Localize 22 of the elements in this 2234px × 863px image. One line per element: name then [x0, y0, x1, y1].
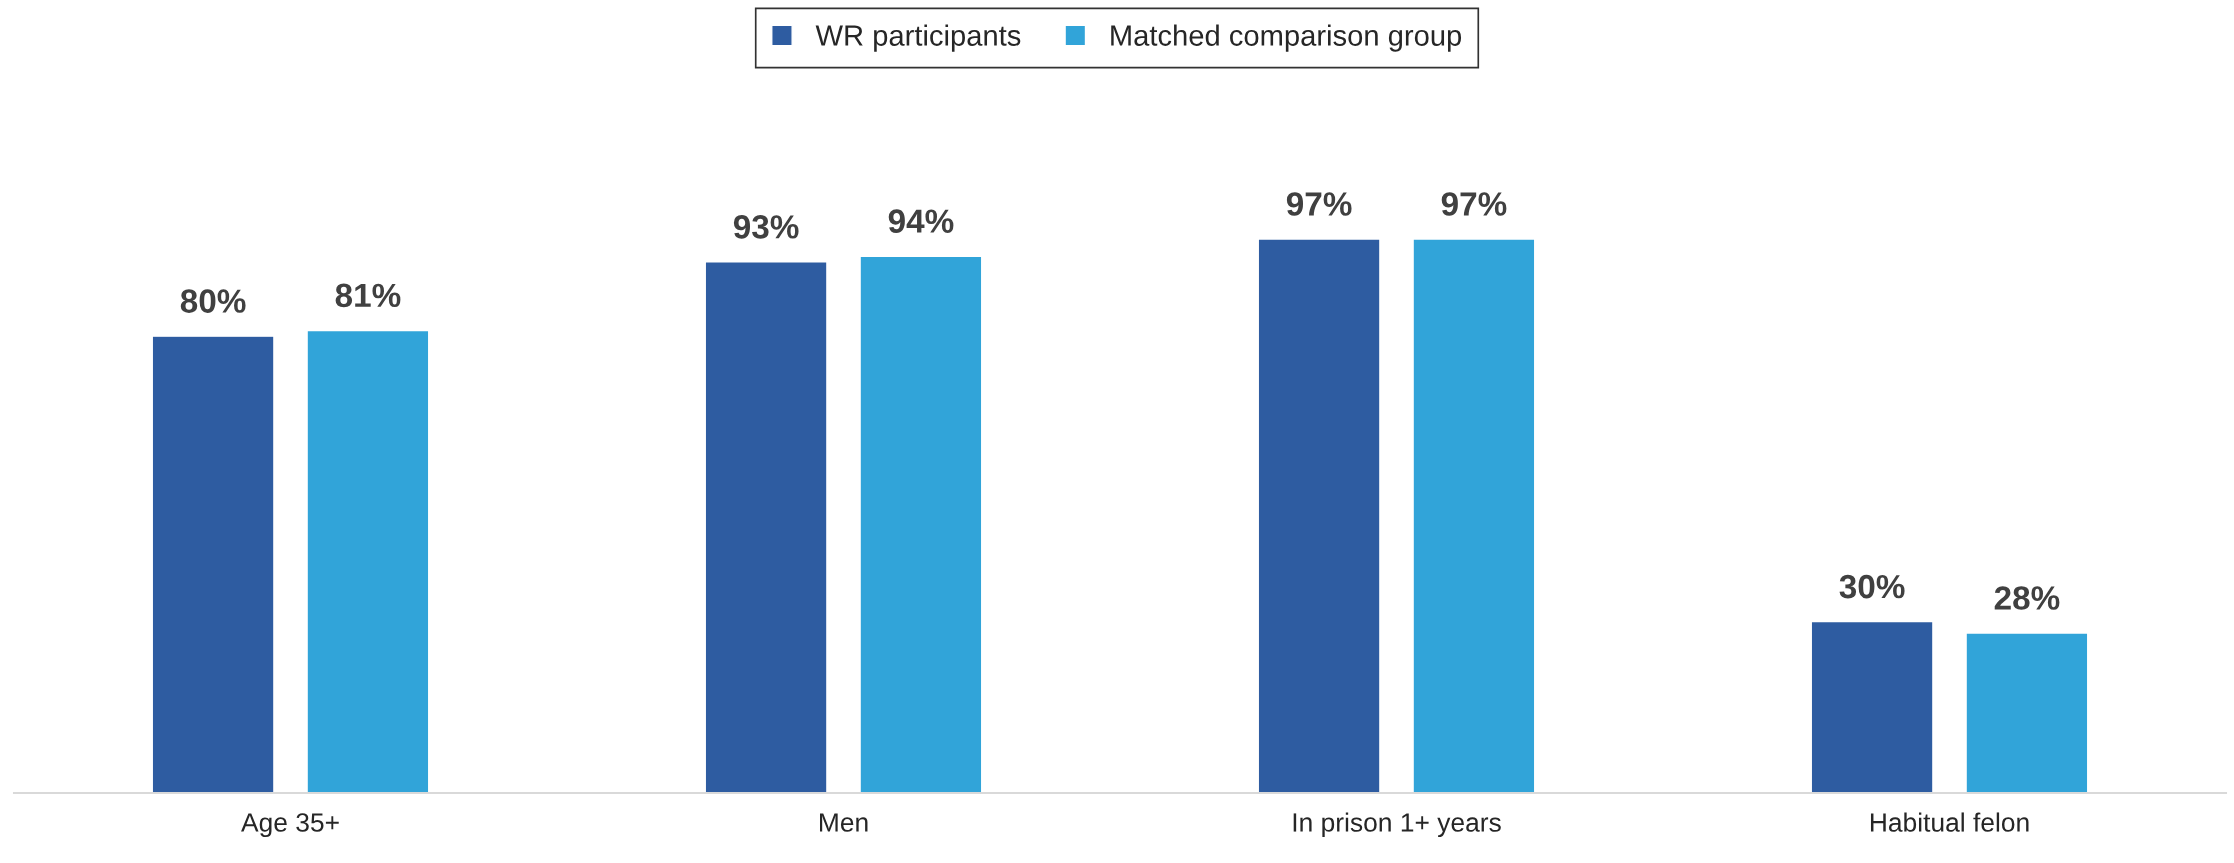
bar [859, 255, 983, 793]
x-tick-label: In prison 1+ years [1293, 812, 1501, 838]
bar [306, 329, 430, 793]
data-label: 93% [733, 215, 799, 239]
data-label: 80% [180, 289, 246, 313]
bar [704, 261, 828, 793]
x-tick-label: Age 35+ [241, 813, 339, 838]
data-label: 81% [335, 283, 401, 308]
x-tick-label: Habitual felon [1870, 812, 2029, 832]
data-label: 94% [888, 209, 954, 233]
data-label: 97% [1286, 192, 1352, 216]
legend-label: WR participants [815, 24, 1021, 52]
data-label: 97% [1441, 192, 1507, 216]
data-label: 30% [1839, 574, 1905, 599]
bar [1257, 238, 1381, 793]
legend-label: Matched comparison group [1111, 24, 1462, 52]
bar [151, 335, 275, 793]
bar [1412, 238, 1536, 793]
bar [1810, 620, 1934, 793]
bar [1965, 632, 2089, 793]
data-label: 28% [1994, 586, 2060, 610]
x-tick-label: Men [820, 813, 868, 832]
